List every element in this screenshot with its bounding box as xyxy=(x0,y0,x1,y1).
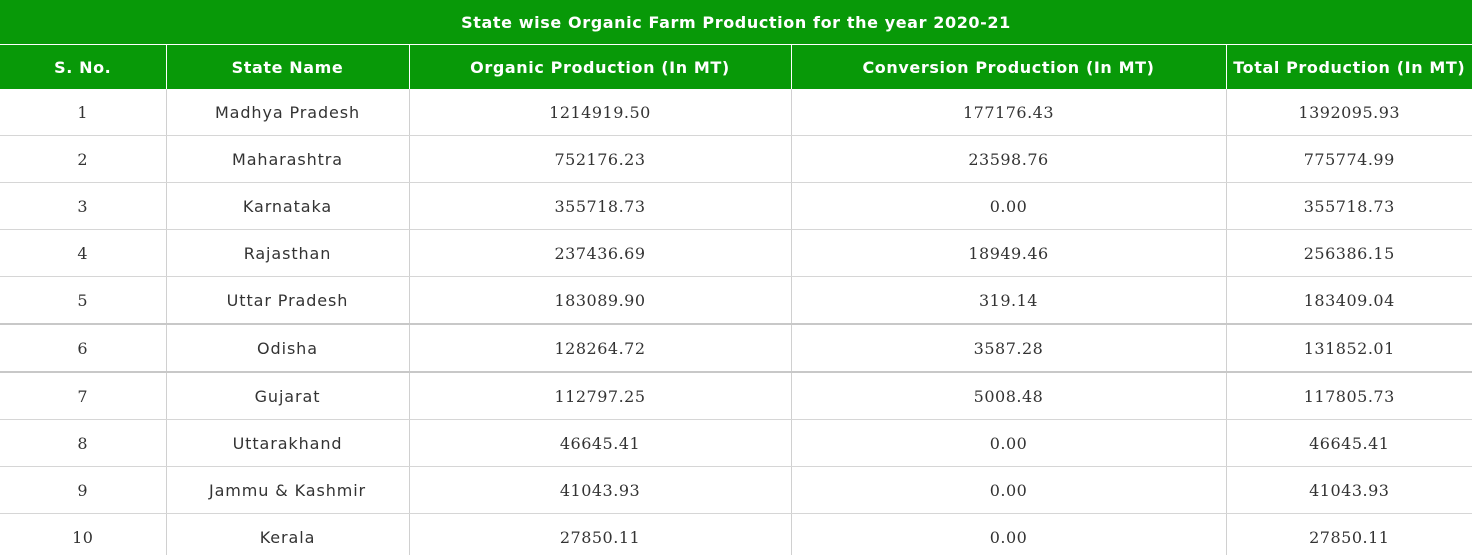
conversion-production-cell: 18949.46 xyxy=(791,229,1227,277)
state-name-cell: Jammu & Kashmir xyxy=(166,466,410,514)
serial-no-cell: 4 xyxy=(0,229,167,277)
state-name-cell: Maharashtra xyxy=(166,135,410,183)
conversion-production-cell: 0.00 xyxy=(791,182,1227,230)
serial-no-cell: 7 xyxy=(0,372,167,420)
conversion-production-cell: 0.00 xyxy=(791,466,1227,514)
total-production-cell: 256386.15 xyxy=(1226,229,1472,277)
state-name-cell: Gujarat xyxy=(166,372,410,420)
organic-production-cell: 27850.11 xyxy=(409,513,792,555)
total-production-cell: 46645.41 xyxy=(1226,419,1472,467)
serial-no-cell: 6 xyxy=(0,324,167,373)
column-header-state-name: State Name xyxy=(166,44,410,89)
serial-no-cell: 8 xyxy=(0,419,167,467)
table-row: 4 Rajasthan 237436.69 18949.46 256386.15 xyxy=(0,229,1472,277)
conversion-production-cell: 23598.76 xyxy=(791,135,1227,183)
conversion-production-cell: 0.00 xyxy=(791,513,1227,555)
conversion-production-cell: 319.14 xyxy=(791,276,1227,325)
state-name-cell: Karnataka xyxy=(166,182,410,230)
serial-no-cell: 10 xyxy=(0,513,167,555)
organic-production-cell: 46645.41 xyxy=(409,419,792,467)
conversion-production-cell: 5008.48 xyxy=(791,372,1227,420)
state-name-cell: Uttar Pradesh xyxy=(166,276,410,325)
organic-production-cell: 112797.25 xyxy=(409,372,792,420)
state-name-cell: Uttarakhand xyxy=(166,419,410,467)
state-name-cell: Odisha xyxy=(166,324,410,373)
table-row: 5 Uttar Pradesh 183089.90 319.14 183409.04 xyxy=(0,276,1472,325)
conversion-production-cell: 177176.43 xyxy=(791,89,1227,136)
total-production-cell: 117805.73 xyxy=(1226,372,1472,420)
organic-production-cell: 41043.93 xyxy=(409,466,792,514)
table-row: 3 Karnataka 355718.73 0.00 355718.73 xyxy=(0,182,1472,230)
table-row: 9 Jammu & Kashmir 41043.93 0.00 41043.93 xyxy=(0,466,1472,514)
state-name-cell: Rajasthan xyxy=(166,229,410,277)
table-body: 1 Madhya Pradesh 1214919.50 177176.43 139209… xyxy=(0,89,1472,555)
serial-no-cell: 3 xyxy=(0,182,167,230)
table-row: 6 Odisha 128264.72 3587.28 131852.01 xyxy=(0,324,1472,373)
organic-production-cell: 128264.72 xyxy=(409,324,792,373)
serial-no-cell: 9 xyxy=(0,466,167,514)
organic-production-cell: 1214919.50 xyxy=(409,89,792,136)
header-row: S. No. State Name Organic Production (In… xyxy=(0,44,1472,89)
serial-no-cell: 5 xyxy=(0,276,167,325)
table-title: State wise Organic Farm Production for t… xyxy=(0,0,1472,45)
total-production-cell: 355718.73 xyxy=(1226,182,1472,230)
table-row: 2 Maharashtra 752176.23 23598.76 775774.99 xyxy=(0,135,1472,183)
total-production-cell: 1392095.93 xyxy=(1226,89,1472,136)
total-production-cell: 131852.01 xyxy=(1226,324,1472,373)
total-production-cell: 183409.04 xyxy=(1226,276,1472,325)
conversion-production-cell: 0.00 xyxy=(791,419,1227,467)
table-row: 1 Madhya Pradesh 1214919.50 177176.43 139209… xyxy=(0,89,1472,136)
serial-no-cell: 2 xyxy=(0,135,167,183)
column-header-serial-no: S. No. xyxy=(0,44,167,89)
state-name-cell: Madhya Pradesh xyxy=(166,89,410,136)
organic-production-cell: 183089.90 xyxy=(409,276,792,325)
organic-production-cell: 355718.73 xyxy=(409,182,792,230)
organic-production-cell: 237436.69 xyxy=(409,229,792,277)
table-row: 10 Kerala 27850.11 0.00 27850.11 xyxy=(0,513,1472,555)
state-name-cell: Kerala xyxy=(166,513,410,555)
table-row: 7 Gujarat 112797.25 5008.48 117805.73 xyxy=(0,372,1472,420)
total-production-cell: 775774.99 xyxy=(1226,135,1472,183)
column-header-total-production: Total Production (In MT) xyxy=(1226,44,1472,89)
serial-no-cell: 1 xyxy=(0,89,167,136)
table-row: 8 Uttarakhand 46645.41 0.00 46645.41 xyxy=(0,419,1472,467)
column-header-conversion-production: Conversion Production (In MT) xyxy=(791,44,1227,89)
total-production-cell: 41043.93 xyxy=(1226,466,1472,514)
total-production-cell: 27850.11 xyxy=(1226,513,1472,555)
column-header-organic-production: Organic Production (In MT) xyxy=(409,44,792,89)
organic-production-cell: 752176.23 xyxy=(409,135,792,183)
conversion-production-cell: 3587.28 xyxy=(791,324,1227,373)
